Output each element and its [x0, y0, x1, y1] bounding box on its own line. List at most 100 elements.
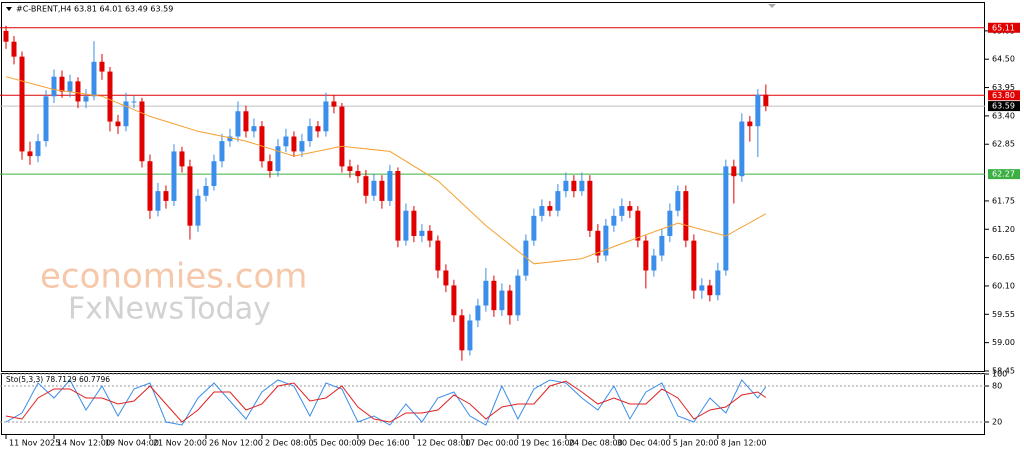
level-tag	[988, 90, 1020, 101]
y-tick-label: 61.75	[992, 196, 1015, 205]
chart-header: #C-BRENT,H4 63.81 64.01 63.49 63.59	[16, 5, 173, 14]
candle-body	[363, 176, 369, 196]
candle-body	[483, 280, 489, 306]
candle-body	[187, 166, 193, 226]
candle-body	[243, 111, 249, 132]
x-tick-label: 9 Dec 16:00	[361, 439, 410, 448]
candle-body	[587, 180, 593, 231]
candle-body	[595, 230, 601, 256]
y-tick-label: 80	[992, 382, 1002, 391]
y-tick-label: 59.00	[992, 338, 1015, 347]
candle-body	[531, 215, 537, 241]
candle-body	[315, 126, 321, 132]
x-tick-label: 24 Dec 08:00	[569, 439, 623, 448]
x-tick-label: 11 Nov 2025	[9, 439, 60, 448]
candle-body	[83, 96, 89, 102]
candle-body	[491, 280, 497, 311]
candle-body	[547, 206, 553, 211]
candle-body	[635, 210, 641, 241]
level-label: 63.80	[992, 91, 1015, 100]
y-tick-label: 59.55	[992, 310, 1015, 319]
candle-body	[51, 76, 57, 97]
menu-arrow[interactable]	[6, 7, 12, 11]
candle-body	[59, 76, 65, 92]
candle-body	[291, 136, 297, 152]
x-tick-label: 30 Dec 04:00	[617, 439, 671, 448]
candle-body	[331, 101, 337, 107]
y-tick-label: 64.50	[992, 55, 1015, 64]
level-label: 62.27	[992, 170, 1015, 179]
candle-body	[219, 141, 225, 162]
candle-body	[499, 290, 505, 311]
candle-body	[283, 136, 289, 147]
y-tick-label: 62.85	[992, 140, 1015, 149]
y-tick-label: 63.95	[992, 83, 1015, 92]
candle-body	[267, 161, 273, 172]
candle-body	[419, 230, 425, 236]
level-label: 63.59	[992, 102, 1015, 111]
y-tick-label: 60.65	[992, 253, 1015, 262]
candle-body	[715, 270, 721, 296]
x-tick-label: 19 Nov 04:00	[105, 439, 159, 448]
candle-body	[235, 111, 241, 137]
x-tick-label: 14 Nov 12:00	[57, 439, 111, 448]
candle-body	[155, 191, 161, 211]
candle-body	[107, 71, 113, 122]
y-tick-label: 61.20	[992, 225, 1015, 234]
candle-body	[523, 240, 529, 276]
candle-body	[691, 240, 697, 291]
candle-body	[707, 285, 713, 296]
candle-body	[579, 180, 585, 192]
candle-body	[35, 141, 41, 157]
candle-body	[179, 151, 185, 167]
candle-body	[747, 121, 753, 127]
candle-body	[467, 320, 473, 351]
watermark: FxNewsToday	[68, 292, 271, 327]
x-tick-label: 21 Nov 20:00	[153, 439, 207, 448]
candle-body	[67, 81, 73, 92]
candle-body	[515, 275, 521, 316]
watermark: economies.com	[40, 257, 307, 297]
candle-body	[339, 106, 345, 167]
candle-body	[147, 161, 153, 211]
candle-body	[251, 126, 257, 132]
candle-body	[275, 146, 281, 172]
candle-body	[699, 285, 705, 291]
marks: 65.0564.5063.9563.4062.8561.7561.2060.65…	[0, 22, 1020, 448]
candle-body	[403, 210, 409, 241]
candle-body	[571, 180, 577, 192]
candle-body	[387, 171, 393, 201]
candle-body	[627, 206, 633, 211]
candle-body	[91, 61, 97, 97]
candle-body	[731, 166, 737, 177]
candle-body	[195, 195, 201, 226]
y-tick-label: 20	[992, 418, 1002, 427]
candle-body	[299, 141, 305, 152]
candle-body	[451, 285, 457, 316]
level-tag	[988, 101, 1020, 112]
candle-body	[739, 121, 745, 177]
stoch-line	[5, 379, 767, 426]
candle-body	[427, 230, 433, 241]
shift-marker	[768, 4, 776, 8]
candle-body	[667, 210, 673, 236]
stoch-line	[5, 380, 767, 423]
candle-body	[643, 240, 649, 271]
x-tick-label: 19 Dec 16:00	[521, 439, 575, 448]
candle-body	[619, 206, 625, 216]
candle-body	[371, 180, 377, 196]
level-tag	[988, 22, 1020, 33]
moving-average	[5, 76, 767, 265]
candle-body	[411, 210, 417, 236]
candle-body	[11, 41, 17, 57]
candle-body	[307, 126, 313, 142]
candle-body	[659, 235, 665, 256]
candle-body	[115, 121, 121, 127]
candle-body	[683, 191, 689, 241]
y-tick-label: 60.10	[992, 281, 1015, 290]
candle-body	[27, 151, 33, 157]
candle-body	[139, 101, 145, 162]
candle-body	[723, 166, 729, 271]
